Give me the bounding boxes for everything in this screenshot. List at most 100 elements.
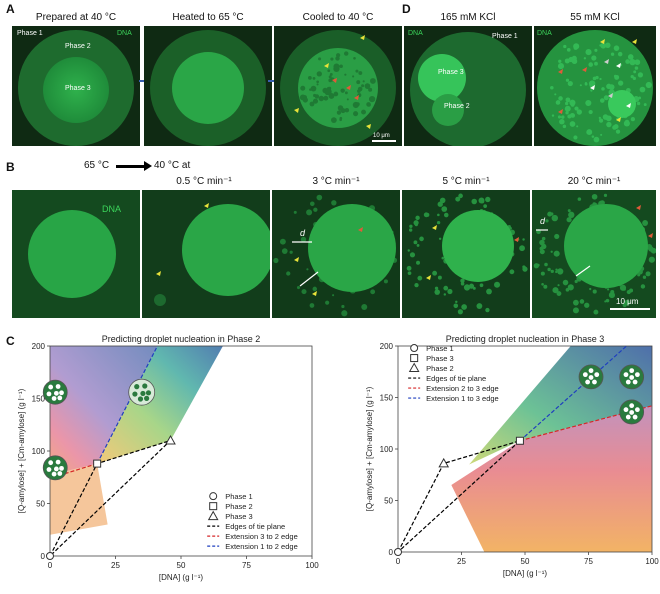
inclusion [585,379,591,385]
droplet [540,271,545,276]
droplet [436,220,441,225]
droplet [554,233,560,239]
droplet [293,210,297,214]
droplet [361,109,366,115]
droplet [605,115,612,122]
droplet [637,72,644,78]
droplet [309,201,315,207]
inclusion [629,375,635,380]
x-tick-label: 0 [396,557,401,566]
y-tick-label: 0 [41,552,46,561]
phase3-label-d: Phase 3 [438,69,464,76]
y-tick-label: 200 [32,342,46,351]
droplet [383,279,388,284]
droplet [409,224,413,228]
droplet [573,45,578,50]
y-axis-label: [Q-amylose] + [Cm-amylose] (g l⁻¹) [17,388,26,513]
x-axis-label: [DNA] (g l⁻¹) [159,573,204,582]
droplet [346,98,349,101]
y-tick-label: 100 [32,447,46,456]
scale-label-b: 10 μm [616,297,639,306]
droplet [557,268,564,275]
droplet [273,257,279,264]
panel-d-title-2: 55 mM KCl [570,12,620,23]
droplet [603,193,608,197]
droplet [337,105,344,111]
inclusion [144,395,150,401]
charts-svg: 0 25 50 75 100 0 50 100 150 200 Predicting droplet… [17,334,659,582]
droplet [313,207,318,212]
panel-b-image-3: d [272,190,400,318]
droplet [565,111,569,115]
legend-entry: Extension 1 to 3 edge [426,394,499,403]
droplet [413,240,418,245]
droplet [341,310,348,317]
droplet [605,42,611,48]
inclusion [588,375,594,380]
droplet [552,287,559,294]
y-tick-label: 150 [32,395,46,404]
droplet [533,263,539,269]
droplet [569,121,576,127]
panel-b-image-5: d 10 μm [532,190,656,318]
panel-a-image-2 [144,26,272,146]
x-tick-label: 25 [457,557,466,566]
droplet [485,196,491,203]
x-tick-label: 50 [177,561,186,570]
droplet [568,211,575,219]
rate-label-4: 20 °C min⁻¹ [567,176,621,187]
droplet [366,84,370,88]
droplet [419,236,424,242]
droplet [312,98,319,104]
droplet [455,196,461,202]
droplet [406,265,412,271]
droplet [634,66,639,70]
droplet [414,223,418,227]
phase2-label-d: Phase 2 [444,103,470,110]
droplet [344,108,350,113]
droplet [614,74,620,80]
x-tick-label: 25 [111,561,120,570]
droplet [558,96,563,101]
droplet [344,51,349,56]
droplet [309,101,315,107]
droplet [458,193,463,199]
droplet [519,245,525,252]
droplet [593,309,599,315]
series-line [397,440,521,553]
droplet [437,201,443,207]
droplet [333,63,340,70]
y-tick-label: 50 [36,500,45,509]
droplet [485,307,490,313]
droplet [355,69,359,73]
legend-entry: Phase 3 [225,512,253,521]
droplet [639,86,646,93]
dna-label-d: DNA [408,30,423,37]
droplet [541,236,546,241]
droplet [310,85,317,92]
droplet [642,275,647,279]
droplet [565,78,570,82]
inclusion [142,383,148,389]
inclusion [137,396,144,402]
droplet [480,199,485,204]
droplet [353,111,359,117]
droplet [370,289,376,295]
droplet [585,99,592,107]
droplet [570,113,574,117]
droplet [632,76,637,81]
d-label-b5: d [540,216,546,226]
inclusion [588,368,594,374]
panel-a-image-3: 10 μm [274,26,402,146]
droplet [407,271,412,276]
droplet [301,289,307,295]
droplet [567,80,573,87]
droplet [643,103,647,106]
droplet [613,45,620,51]
panel-b-image-4 [402,190,530,318]
droplet [579,84,582,87]
droplet [455,300,458,304]
legend-entry: Edges of tie plane [225,522,285,531]
droplet [463,284,471,291]
droplet [368,95,376,103]
